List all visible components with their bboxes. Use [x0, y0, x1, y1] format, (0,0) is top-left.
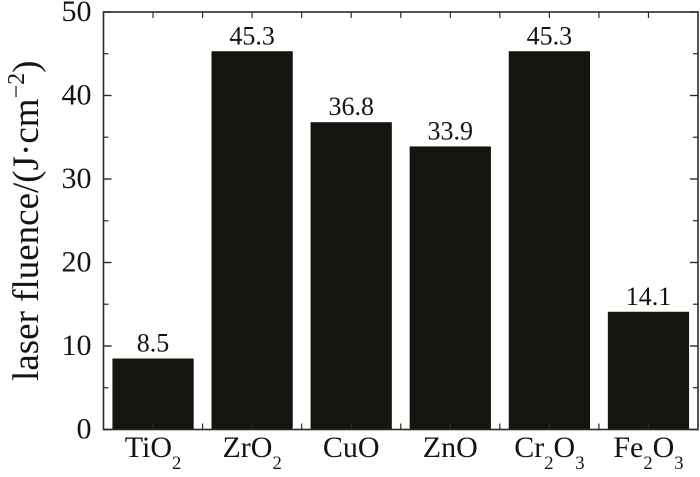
svg-text:45.3: 45.3 [229, 21, 275, 50]
svg-text:14.1: 14.1 [626, 282, 672, 311]
svg-text:10: 10 [62, 329, 92, 362]
svg-text:36.8: 36.8 [328, 92, 374, 121]
svg-text:45.3: 45.3 [527, 21, 573, 50]
svg-text:50: 50 [62, 0, 92, 28]
svg-text:20: 20 [62, 246, 92, 279]
svg-text:30: 30 [62, 162, 92, 195]
svg-text:33.9: 33.9 [428, 116, 474, 145]
svg-text:8.5: 8.5 [137, 329, 170, 358]
svg-text:40: 40 [62, 79, 92, 112]
svg-text:0: 0 [77, 413, 92, 446]
svg-text:laser fluence/(J·cm−2): laser fluence/(J·cm−2) [4, 61, 47, 381]
